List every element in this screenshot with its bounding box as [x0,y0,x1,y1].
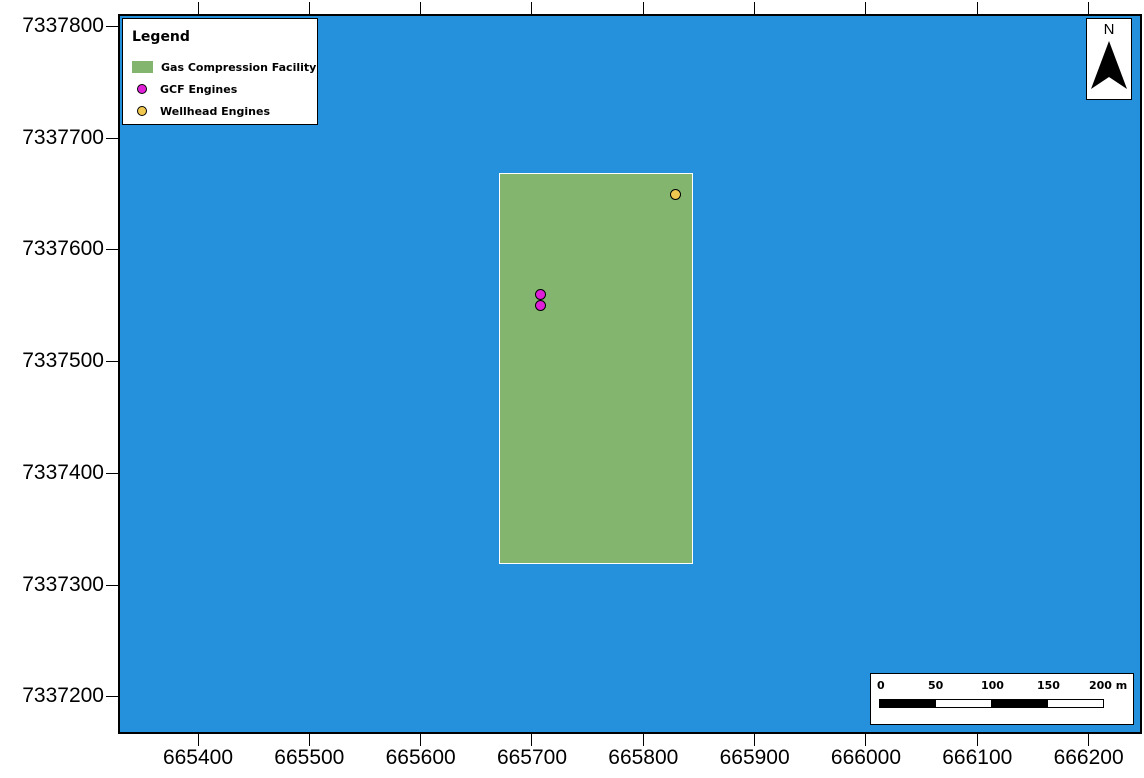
y-tick-mark [106,361,118,363]
x-tick-mark [754,734,756,746]
x-tick-mark [1088,2,1090,14]
y-tick-mark [106,696,118,698]
x-tick-mark [197,734,199,746]
y-tick-label: 7337300 [22,572,104,596]
x-tick-mark [197,2,199,14]
x-tick-mark [976,2,978,14]
y-tick-label: 7337400 [22,460,104,484]
y-tick-label: 7337800 [22,14,104,37]
legend-item-label: Wellhead Engines [160,104,270,118]
x-tick-label: 665800 [608,746,679,769]
wellhead-engine-point[interactable] [669,188,681,200]
x-tick-mark [420,2,422,14]
scale-segment [935,699,992,708]
legend-item-label: GCF Engines [160,82,238,96]
y-tick-label: 7337200 [22,684,104,708]
x-tick-mark [308,734,310,746]
wellhead-engine-swatch [137,106,147,116]
gcf-engine-point[interactable] [534,289,546,301]
x-tick-mark [754,2,756,14]
legend-item-gas-compression-facility: Gas Compression Facility [132,59,316,75]
y-tick-mark [106,472,118,474]
y-tick-label: 7337700 [22,125,104,149]
x-tick-mark [531,734,533,746]
y-tick-mark [106,584,118,586]
x-tick-mark [308,2,310,14]
y-tick-mark [106,137,118,139]
north-label: N [1103,21,1115,38]
legend-title: Legend [132,29,190,45]
x-tick-mark [1088,734,1090,746]
scale-segment [991,699,1048,708]
x-tick-label: 666100 [942,746,1013,769]
facility-swatch [132,61,153,73]
x-tick-mark [976,734,978,746]
x-tick-mark [865,2,867,14]
legend-item-wellhead-engines: Wellhead Engines [132,103,270,119]
legend: Legend Gas Compression Facility GCF Engi… [122,18,318,125]
scale-label: 0 [877,679,885,692]
x-tick-label: 666000 [830,746,901,769]
scale-segment [879,699,936,708]
gcf-engine-swatch [137,84,147,94]
north-arrow: N [1086,18,1132,100]
scale-segment [1047,699,1104,708]
scale-label: 100 [981,679,1004,692]
scale-label: 50 [928,679,944,692]
x-tick-label: 665900 [719,746,790,769]
x-tick-mark [531,2,533,14]
gcf-engine-point[interactable] [534,300,546,312]
scale-label: 200 m [1089,679,1128,692]
x-tick-mark [865,734,867,746]
x-tick-label: 665700 [496,746,568,769]
legend-item-gcf-engines: GCF Engines [132,81,237,97]
x-tick-label: 666200 [1053,746,1124,769]
y-tick-mark [106,26,118,27]
y-tick-mark [106,249,118,251]
x-tick-label: 665400 [162,746,234,769]
x-tick-mark [420,734,422,746]
scale-bar: 0 50 100 150 200 m [870,673,1134,725]
x-tick-mark [642,2,644,14]
scale-label: 150 [1037,679,1060,692]
y-tick-label: 7337600 [22,237,104,261]
x-tick-label: 665500 [274,746,345,769]
y-tick-label: 7337500 [22,349,104,373]
gas-compression-facility-area[interactable] [498,173,694,565]
x-tick-label: 665600 [385,746,456,769]
x-tick-mark [642,734,644,746]
legend-item-label: Gas Compression Facility [161,60,317,74]
north-arrow-icon [1091,41,1127,89]
